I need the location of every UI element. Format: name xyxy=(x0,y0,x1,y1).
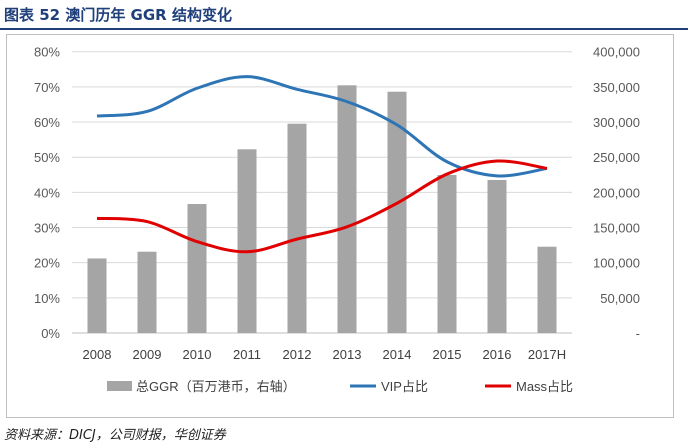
right-tick-label: 400,000 xyxy=(593,45,640,60)
x-tick-label: 2017H xyxy=(528,347,566,362)
bar-2008 xyxy=(87,258,107,333)
right-tick-label: 300,000 xyxy=(593,115,640,130)
x-tick-label: 2012 xyxy=(283,347,312,362)
title-rule xyxy=(0,28,688,30)
x-tick-label: 2009 xyxy=(133,347,162,362)
source-note: 资料来源：DICJ，公司财报，华创证券 xyxy=(4,428,226,443)
right-tick-label: - xyxy=(636,326,640,341)
legend-label-ggr: 总GGR（百万港币，右轴） xyxy=(136,379,296,394)
bar-2015 xyxy=(437,174,457,333)
x-tick-label: 2010 xyxy=(183,347,212,362)
vip-line xyxy=(96,75,548,178)
bar-2014 xyxy=(387,91,407,333)
bar-2013 xyxy=(337,85,357,333)
figure-title: 图表 52 澳门历年 GGR 结构变化 xyxy=(4,6,232,24)
chart-frame xyxy=(6,34,674,418)
bar-2017H xyxy=(537,246,557,333)
mass-line xyxy=(96,159,548,254)
x-tick-label: 2015 xyxy=(433,347,462,362)
x-tick-label: 2016 xyxy=(483,347,512,362)
right-tick-label: 200,000 xyxy=(593,185,640,200)
legend-label-vip: VIP占比 xyxy=(381,379,428,394)
right-tick-label: 250,000 xyxy=(593,150,640,165)
x-tick-label: 2013 xyxy=(333,347,362,362)
left-tick-label: 30% xyxy=(34,221,60,236)
legend-swatch-ggr xyxy=(107,381,132,391)
x-tick-label: 2011 xyxy=(233,347,261,362)
bar-2009 xyxy=(137,251,157,333)
left-tick-label: 0% xyxy=(41,326,60,341)
right-tick-label: 350,000 xyxy=(593,80,640,95)
left-tick-label: 50% xyxy=(34,150,60,165)
right-tick-label: 50,000 xyxy=(600,291,640,306)
x-tick-label: 2008 xyxy=(83,347,112,362)
left-tick-label: 20% xyxy=(34,256,60,271)
bar-2016 xyxy=(487,179,507,333)
bar-2010 xyxy=(187,204,207,333)
right-tick-label: 100,000 xyxy=(593,256,640,271)
left-tick-label: 60% xyxy=(34,115,60,130)
left-tick-label: 70% xyxy=(34,80,60,95)
x-tick-label: 2014 xyxy=(383,347,412,362)
left-tick-label: 10% xyxy=(34,291,60,306)
legend-label-mass: Mass占比 xyxy=(516,379,573,394)
left-tick-label: 80% xyxy=(34,45,60,60)
bar-2012 xyxy=(287,123,307,333)
bar-2011 xyxy=(237,149,257,333)
left-tick-label: 40% xyxy=(34,185,60,200)
right-tick-label: 150,000 xyxy=(593,221,640,236)
